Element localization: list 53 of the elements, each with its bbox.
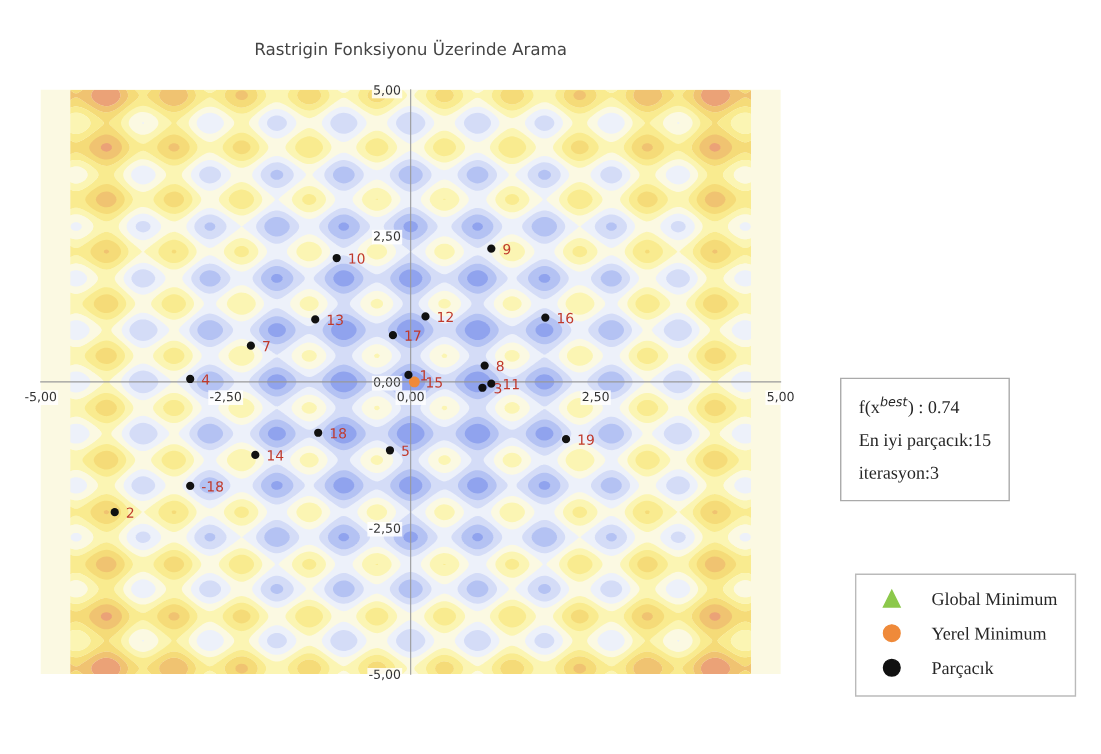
annotation: 8 <box>496 360 504 372</box>
legend-label: Yerel Minimum <box>931 626 1047 640</box>
y-tick-label: 5,00 <box>374 85 401 96</box>
annotation: 1 <box>421 370 428 381</box>
annotation: 14 <box>267 450 284 461</box>
point <box>561 435 571 444</box>
x-tick-label: 2,50 <box>582 391 609 403</box>
annotation: 10 <box>349 253 365 264</box>
x-tick-label: 0,00 <box>397 391 424 403</box>
point <box>487 244 496 253</box>
annotation: 12 <box>438 311 453 323</box>
chart-title: Rastrigin Fonksiyonu Üzerinde Arama <box>255 39 566 59</box>
y-tick-label: 2,50 <box>374 231 401 243</box>
legend-label: Global Minimum <box>932 592 1058 606</box>
y-tick-label: -5,00 <box>369 669 401 681</box>
point <box>186 481 195 491</box>
point <box>404 370 413 379</box>
y-tick-label: -2,50 <box>369 523 401 535</box>
point <box>186 374 195 384</box>
point <box>385 446 395 455</box>
annotation: 19 <box>578 434 594 445</box>
y-tick-label: 0,00 <box>373 377 401 389</box>
annotation: -18 <box>201 481 224 492</box>
point <box>110 508 119 517</box>
text: f(x$^{best}$) : 0.74 <box>859 396 960 417</box>
text: En iyi parçacık:15 <box>859 433 991 450</box>
point <box>421 312 430 321</box>
text: iterasyon:3 <box>859 466 939 483</box>
point <box>480 361 489 370</box>
annotation: 11 <box>503 379 519 390</box>
point <box>246 341 255 350</box>
point <box>251 450 260 460</box>
annotation: 7 <box>263 341 270 352</box>
point <box>541 313 550 322</box>
x-tick-label: 5,00 <box>767 391 794 403</box>
x-tick-label: -2,50 <box>210 391 242 403</box>
annotation: 17 <box>405 330 421 341</box>
annotation: 4 <box>201 374 210 385</box>
annotation: 18 <box>330 427 347 439</box>
annotation: 3 <box>494 382 502 394</box>
legend-label: Parçacık <box>932 661 994 678</box>
point <box>311 315 320 324</box>
annotation: 9 <box>503 243 511 255</box>
annotation: 15 <box>427 377 442 388</box>
annotation: 13 <box>327 314 343 326</box>
annotation: 16 <box>557 312 574 324</box>
x-tick-label: -5,00 <box>25 391 57 403</box>
point <box>388 331 398 340</box>
point <box>314 428 323 437</box>
point <box>478 383 487 392</box>
annotation: 5 <box>402 445 409 457</box>
point <box>332 253 341 263</box>
annotation: 2 <box>126 507 134 518</box>
